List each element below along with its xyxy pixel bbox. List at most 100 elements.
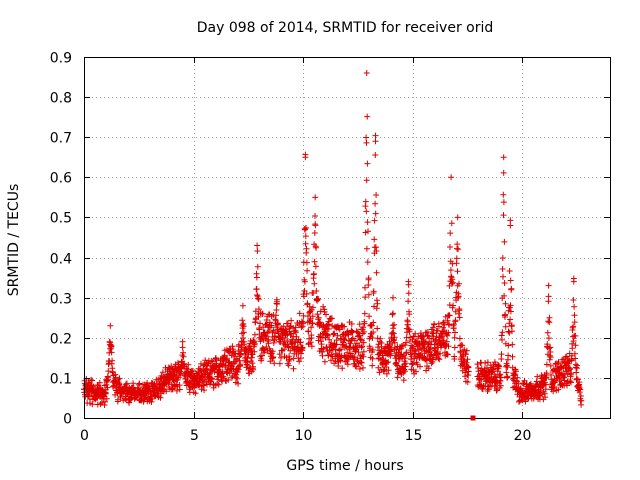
data-point xyxy=(321,308,328,315)
data-point xyxy=(309,320,316,327)
data-point xyxy=(435,355,442,362)
data-point xyxy=(363,208,370,215)
data-point xyxy=(239,302,246,309)
data-point xyxy=(372,138,379,145)
y-tick-label: 0.5 xyxy=(50,211,72,227)
data-point xyxy=(280,323,287,330)
data-point xyxy=(513,368,519,375)
data-point xyxy=(263,344,270,350)
data-point xyxy=(109,357,116,364)
data-point xyxy=(385,359,392,365)
data-point xyxy=(569,345,576,352)
data-point xyxy=(555,386,562,393)
data-point xyxy=(463,359,470,366)
data-point xyxy=(312,194,319,201)
data-point xyxy=(89,401,96,408)
data-point xyxy=(251,340,258,347)
data-point xyxy=(254,248,261,254)
data-point xyxy=(337,346,344,353)
data-point xyxy=(103,395,110,402)
data-point xyxy=(362,294,369,301)
data-point xyxy=(209,358,216,365)
data-point xyxy=(474,361,481,368)
data-point xyxy=(545,335,552,342)
data-point xyxy=(345,331,352,337)
data-point xyxy=(263,333,270,340)
data-point xyxy=(405,298,412,305)
data-point xyxy=(278,354,284,361)
data-point xyxy=(570,297,577,303)
data-point xyxy=(283,354,290,361)
data-point xyxy=(509,328,515,335)
data-point xyxy=(500,154,507,161)
data-point xyxy=(308,343,315,350)
data-point xyxy=(564,370,571,377)
data-point xyxy=(340,336,347,342)
data-point xyxy=(361,310,368,317)
data-point xyxy=(105,368,112,375)
data-point xyxy=(379,352,386,359)
data-point xyxy=(448,174,455,181)
data-point xyxy=(364,113,371,120)
data-point xyxy=(226,370,233,377)
data-point xyxy=(558,381,565,388)
data-point xyxy=(369,335,376,341)
data-point xyxy=(251,348,258,355)
data-point xyxy=(542,394,549,401)
plot-frame xyxy=(84,57,611,419)
data-point xyxy=(255,295,261,302)
data-point xyxy=(344,361,351,368)
data-point xyxy=(321,358,328,365)
data-point xyxy=(238,344,245,351)
data-point xyxy=(307,339,314,346)
data-point xyxy=(235,380,242,387)
data-point xyxy=(499,266,506,272)
data-point xyxy=(400,367,407,374)
data-point xyxy=(255,296,262,303)
data-point xyxy=(223,369,230,376)
data-point xyxy=(366,313,373,320)
data-point xyxy=(570,323,577,330)
data-point xyxy=(462,351,469,358)
data-point xyxy=(179,338,186,345)
data-point xyxy=(406,326,413,333)
data-point xyxy=(353,363,360,370)
data-point xyxy=(543,361,550,368)
data-point xyxy=(219,368,226,375)
data-point xyxy=(259,310,266,317)
data-point xyxy=(326,321,332,328)
data-point xyxy=(451,321,457,328)
data-point xyxy=(248,347,255,354)
data-point xyxy=(303,290,310,297)
data-point xyxy=(360,364,366,371)
data-point xyxy=(369,362,376,369)
data-point xyxy=(352,363,359,369)
data-point xyxy=(163,388,170,395)
data-point xyxy=(459,342,466,349)
data-point xyxy=(343,343,350,350)
data-point xyxy=(451,344,458,351)
data-point xyxy=(482,360,489,366)
data-point xyxy=(373,192,380,198)
data-point xyxy=(457,349,464,356)
data-point xyxy=(339,365,346,372)
data-point xyxy=(271,360,278,367)
data-point xyxy=(305,328,312,335)
data-point xyxy=(365,291,372,298)
data-point xyxy=(308,324,315,331)
data-point xyxy=(515,380,522,387)
data-point xyxy=(362,198,369,205)
data-point xyxy=(355,349,362,356)
data-point xyxy=(348,321,355,327)
data-point xyxy=(456,280,462,287)
data-point xyxy=(275,320,281,327)
data-point xyxy=(390,294,396,301)
data-point xyxy=(358,344,365,351)
data-point xyxy=(485,386,492,393)
data-point xyxy=(364,219,371,226)
data-point xyxy=(326,336,333,343)
data-point xyxy=(546,345,553,352)
data-point xyxy=(257,320,263,327)
data-point xyxy=(572,355,579,362)
data-point xyxy=(374,300,381,307)
